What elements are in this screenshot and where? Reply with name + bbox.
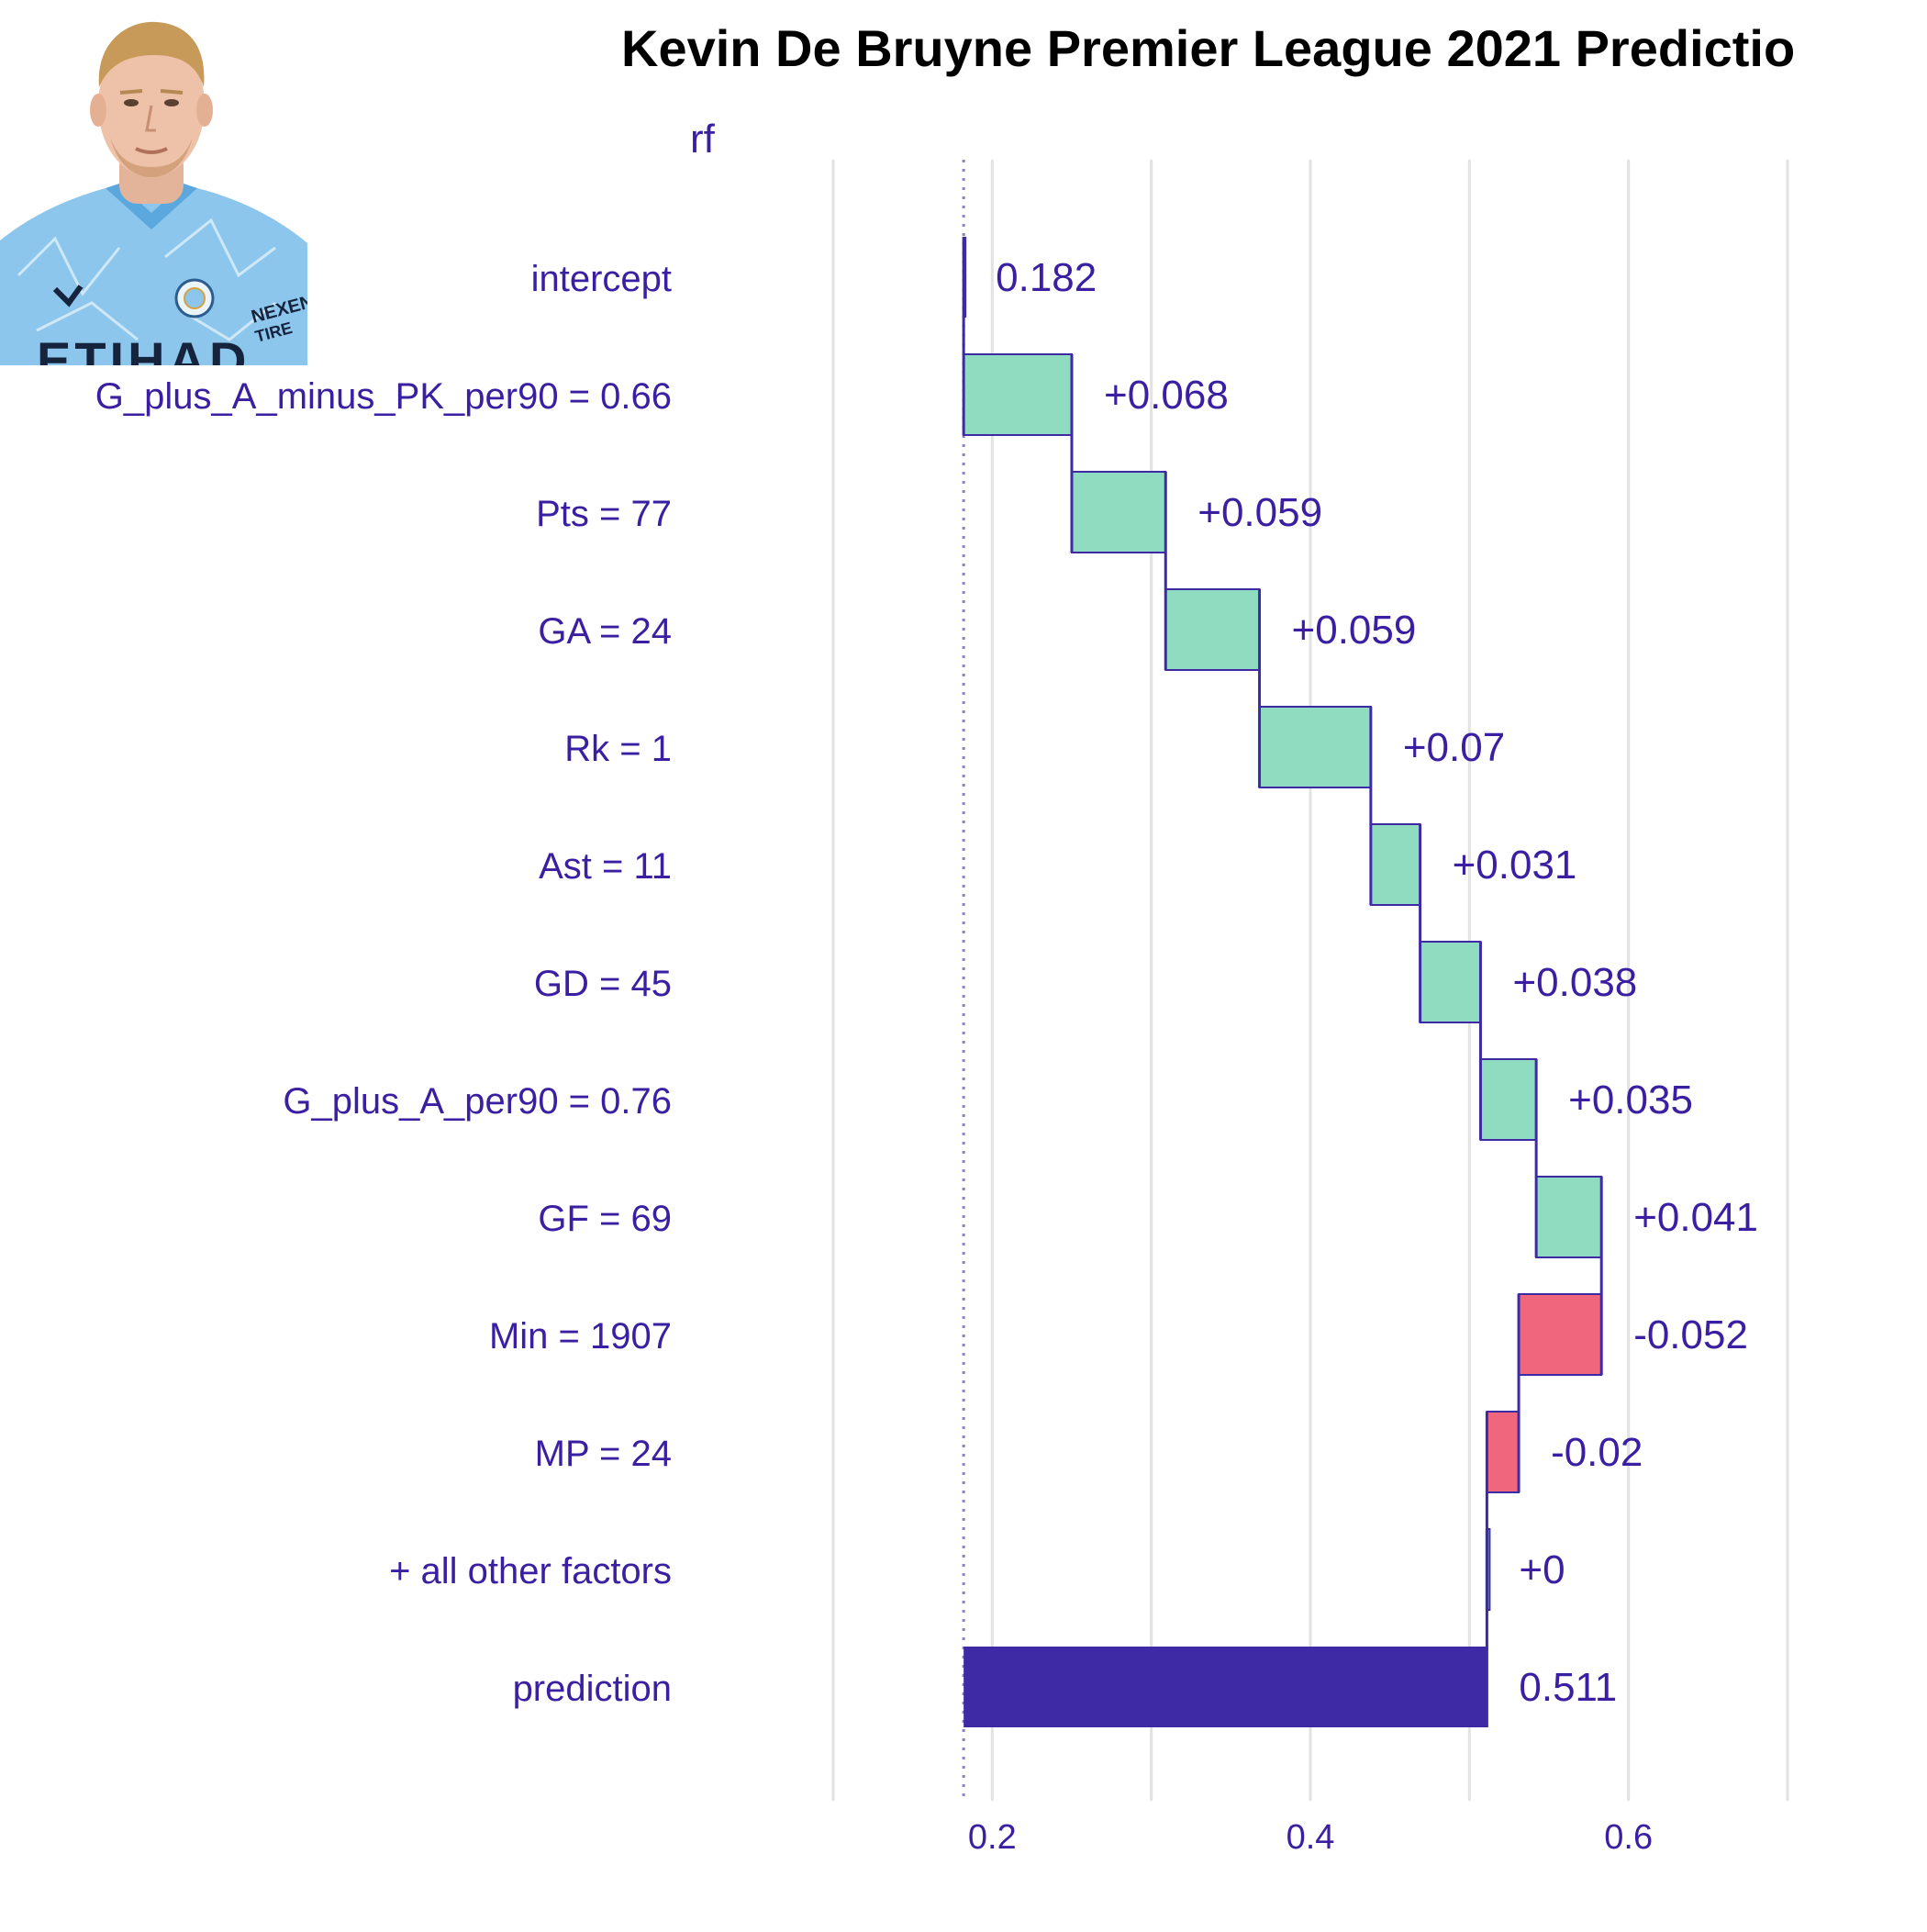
category-label-10: MP = 24 — [535, 1434, 672, 1474]
jersey-sponsor: ETIHAD — [37, 331, 250, 389]
right-eye — [164, 99, 179, 106]
category-label-5: Ast = 11 — [539, 846, 672, 887]
category-label-8: GF = 69 — [538, 1199, 672, 1239]
category-labels: intercept G_plus_A_minus_PK_per90 = 0.66 P… — [95, 259, 672, 1709]
category-label-12: prediction — [513, 1669, 672, 1709]
jersey-shape — [0, 188, 307, 365]
category-label-11: + all other factors — [389, 1551, 672, 1591]
eyebrows — [119, 89, 184, 95]
bar-9 — [1518, 1293, 1603, 1376]
chart-title: Kevin De Bruyne Premier League 2021 Pred… — [621, 19, 1795, 77]
value-label-6: +0.038 — [1512, 960, 1637, 1005]
category-label-9: Min = 1907 — [489, 1316, 672, 1357]
mouth — [135, 147, 168, 154]
bar-7 — [1479, 1058, 1538, 1141]
bar-4 — [1258, 706, 1372, 788]
value-label-0: 0.182 — [996, 255, 1097, 300]
category-label-1: G_plus_A_minus_PK_per90 = 0.66 — [95, 376, 672, 417]
category-label-4: Rk = 1 — [564, 729, 672, 769]
hair — [98, 21, 205, 87]
value-label-11: +0 — [1519, 1547, 1565, 1592]
category-label-6: GD = 45 — [534, 964, 672, 1004]
value-label-12: 0.511 — [1519, 1665, 1617, 1710]
bar-2 — [1071, 471, 1167, 553]
kit-logo — [52, 285, 84, 307]
value-label-3: +0.059 — [1292, 608, 1417, 653]
value-label-4: +0.07 — [1403, 725, 1505, 770]
bar-12 — [964, 1647, 1487, 1727]
value-labels: 0.182 +0.068 +0.059 +0.059 +0.07 +0.031 +0.038… — [996, 255, 1758, 1710]
player-photo: NEXEN TIRE ETIHAD — [0, 21, 307, 389]
bar-10 — [1486, 1411, 1520, 1493]
x-tick-label-0_2: 0.2 — [968, 1818, 1017, 1857]
left-ear — [90, 94, 106, 127]
bars — [963, 237, 1603, 1727]
bar-8 — [1535, 1176, 1603, 1258]
value-label-7: +0.035 — [1568, 1078, 1693, 1122]
bar-1 — [963, 353, 1073, 436]
value-label-2: +0.059 — [1197, 490, 1322, 535]
category-label-3: GA = 24 — [538, 611, 672, 652]
value-label-1: +0.068 — [1104, 373, 1229, 418]
club-badge-inner — [184, 287, 206, 309]
x-tick-label-0_4: 0.4 — [1287, 1818, 1335, 1857]
right-ear — [196, 94, 213, 127]
left-eye — [124, 99, 139, 106]
bar-3 — [1164, 588, 1261, 671]
value-label-8: +0.041 — [1633, 1195, 1758, 1240]
nose — [145, 105, 156, 132]
jersey-pattern — [17, 218, 276, 341]
connector-lines — [962, 237, 1603, 1727]
value-label-9: -0.052 — [1633, 1312, 1748, 1357]
beard — [110, 138, 193, 177]
value-label-10: -0.02 — [1551, 1430, 1643, 1475]
category-label-2: Pts = 77 — [536, 494, 672, 534]
category-label-0: intercept — [531, 259, 672, 299]
value-label-5: +0.031 — [1453, 843, 1577, 888]
category-label-7: G_plus_A_per90 = 0.76 — [283, 1081, 672, 1122]
x-tick-label-0_6: 0.6 — [1604, 1818, 1653, 1857]
x-tick-labels: 0.2 0.4 0.6 — [968, 1818, 1653, 1857]
bar-5 — [1369, 823, 1421, 906]
bar-6 — [1419, 941, 1482, 1023]
chart-subtitle: rf — [690, 117, 716, 162]
